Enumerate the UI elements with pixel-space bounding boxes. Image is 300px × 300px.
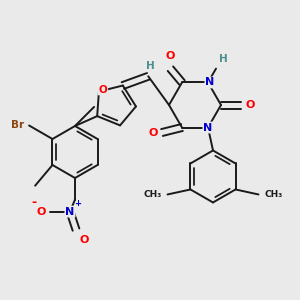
Text: O: O [166, 51, 175, 61]
Text: H: H [219, 54, 228, 64]
Text: O: O [80, 235, 89, 244]
Text: N: N [65, 207, 75, 217]
Text: -: - [32, 196, 37, 209]
Text: O: O [148, 128, 158, 137]
Text: CH₃: CH₃ [143, 190, 161, 199]
Text: O: O [98, 85, 107, 94]
Text: O: O [245, 100, 255, 110]
Text: CH₃: CH₃ [265, 190, 283, 199]
Text: O: O [37, 207, 46, 217]
Text: +: + [74, 199, 82, 208]
Text: H: H [146, 61, 154, 71]
Text: N: N [203, 122, 213, 133]
Text: N: N [206, 77, 214, 88]
Text: Br: Br [11, 121, 24, 130]
